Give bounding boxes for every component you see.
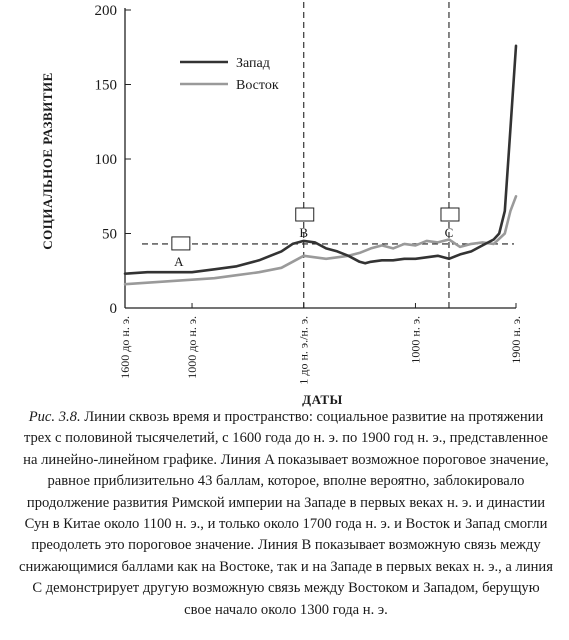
figure-number: Рис. 3.8.: [28, 409, 81, 425]
caption-text: Линии сквозь время и пространство: социа…: [19, 409, 553, 618]
axis-labels: 0 50 100 150 200 1600 до н. э. 1000 до н. э. 1 …: [40, 3, 523, 407]
marker-label-b: B: [299, 225, 308, 240]
y-tick-label: 100: [95, 152, 118, 168]
line-chart: 0 50 100 150 200 1600 до н. э. 1000 до н. э. 1 …: [40, 2, 523, 407]
axes: [124, 8, 517, 309]
marker-label-a: A: [174, 254, 184, 269]
legend: Запад Восток: [180, 56, 279, 93]
marker-box-a: [171, 236, 191, 251]
y-axis-title: СОЦИАЛЬНОЕ РАЗВИТИЕ: [40, 72, 55, 249]
y-tick-label: 50: [102, 227, 117, 243]
series-lines: [123, 44, 518, 286]
series-line-west: [123, 44, 518, 276]
y-tick-label: 200: [95, 3, 118, 19]
y-tick-label: 150: [95, 78, 118, 94]
marker-box-b: [295, 207, 315, 222]
marker-box-c: [440, 207, 460, 222]
x-tick-label: 1600 до н. э.: [118, 316, 132, 379]
legend-label-west: Запад: [236, 56, 270, 71]
x-axis-title: ДАТЫ: [302, 392, 343, 407]
y-tick-label: 0: [110, 301, 118, 317]
marker-label-c: C: [445, 225, 454, 240]
series-line-east: [123, 195, 518, 286]
x-tick-label: 1000 до н. э.: [185, 316, 199, 379]
figure-caption: Рис. 3.8. Линии сквозь время и пространс…: [18, 407, 554, 621]
x-tick-label: 1900 н. э.: [509, 316, 523, 364]
reference-lines: [142, 2, 514, 308]
x-tick-label: 1000 н. э.: [408, 316, 422, 364]
x-tick-label: 1 до н. э./н. э.: [297, 316, 311, 385]
legend-label-east: Восток: [236, 78, 279, 93]
